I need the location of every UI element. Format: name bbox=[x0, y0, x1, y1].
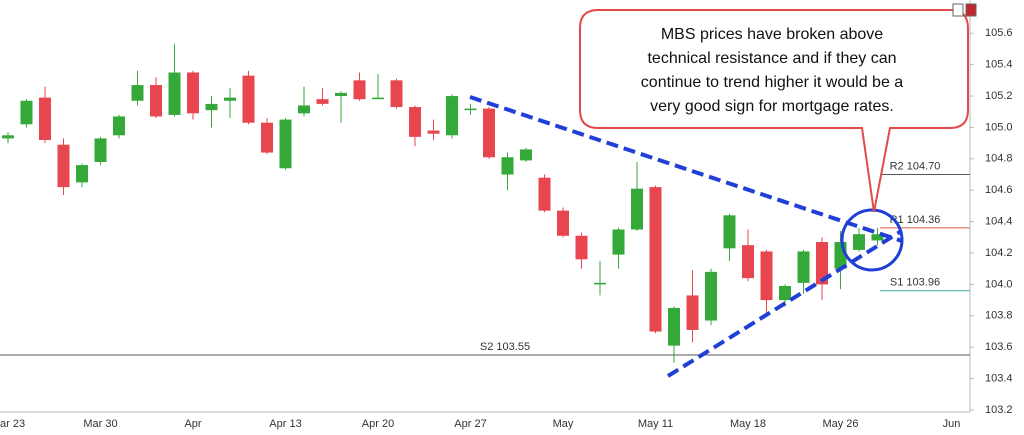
candle-body bbox=[742, 245, 754, 279]
candle-body bbox=[723, 215, 736, 249]
x-tick-label: May bbox=[553, 418, 574, 430]
candle-body bbox=[335, 92, 347, 97]
x-tick-label: May 26 bbox=[822, 418, 858, 430]
candle-body bbox=[797, 251, 810, 283]
y-tick-label: 103.4 bbox=[985, 373, 1013, 385]
candle-body bbox=[446, 96, 458, 136]
candle-body bbox=[705, 271, 717, 321]
candle-body bbox=[39, 97, 51, 140]
pencil-icon[interactable] bbox=[952, 3, 964, 17]
toolbar-icons[interactable] bbox=[952, 3, 977, 17]
candle-body bbox=[483, 108, 495, 158]
y-tick-label: 103.6 bbox=[985, 341, 1013, 353]
candle-body bbox=[779, 285, 791, 301]
candle-body bbox=[594, 282, 606, 285]
candle-body bbox=[409, 107, 421, 137]
candle-body bbox=[131, 85, 144, 101]
trend-line bbox=[666, 230, 902, 378]
level-label: R2 104.70 bbox=[890, 160, 941, 172]
y-tick-label: 103.2 bbox=[985, 404, 1013, 416]
x-tick-label: Mar 23 bbox=[0, 418, 25, 430]
callout-bubble bbox=[579, 9, 969, 213]
x-tick-label: May 11 bbox=[638, 418, 673, 430]
candle-body bbox=[871, 234, 884, 241]
y-tick-label: 104.0 bbox=[985, 278, 1013, 290]
candle-body bbox=[520, 149, 532, 161]
level-label: S2 103.55 bbox=[480, 341, 530, 353]
candle-body bbox=[501, 157, 514, 175]
candle-body bbox=[76, 165, 88, 183]
candle-body bbox=[390, 80, 403, 108]
candle-body bbox=[261, 122, 273, 153]
y-tick-label: 104.2 bbox=[985, 247, 1013, 259]
x-tick-label: Mar 30 bbox=[83, 418, 117, 430]
candle-body bbox=[242, 75, 255, 123]
candle-body bbox=[575, 235, 588, 260]
candle-body bbox=[168, 72, 181, 115]
candle-body bbox=[686, 295, 699, 330]
trend-line bbox=[469, 95, 903, 243]
x-tick-label: Apr 13 bbox=[269, 418, 301, 430]
candle-body bbox=[668, 307, 680, 346]
x-tick-label: Apr 20 bbox=[362, 418, 394, 430]
level-label: R1 104.36 bbox=[890, 214, 941, 226]
callout-text: technical resistance and if they can bbox=[647, 50, 896, 67]
y-tick-label: 104.4 bbox=[985, 216, 1013, 228]
candle-body bbox=[538, 177, 551, 211]
candle-body bbox=[57, 144, 70, 188]
candle-body bbox=[816, 242, 828, 285]
y-tick-label: 105.6 bbox=[985, 27, 1013, 39]
x-tick-label: Jun bbox=[943, 418, 961, 430]
candle-body bbox=[649, 187, 662, 332]
candle-body bbox=[94, 138, 107, 162]
callout-text: very good sign for mortgage rates. bbox=[650, 98, 894, 115]
candle-body bbox=[224, 97, 236, 101]
candle-body bbox=[372, 97, 384, 100]
x-tick-label: May 18 bbox=[730, 418, 766, 430]
y-tick-label: 105.2 bbox=[985, 90, 1013, 102]
y-tick-label: 104.8 bbox=[985, 153, 1013, 165]
candle-body bbox=[631, 188, 643, 230]
y-tick-label: 103.8 bbox=[985, 310, 1013, 322]
callout-text: continue to trend higher it would be a bbox=[641, 74, 904, 91]
highlight-circle bbox=[840, 208, 904, 272]
candle-body bbox=[316, 99, 329, 104]
y-tick-label: 105.4 bbox=[985, 59, 1013, 71]
callout-text: MBS prices have broken above bbox=[661, 26, 883, 43]
candle-body bbox=[150, 85, 162, 117]
x-tick-label: Apr bbox=[184, 418, 201, 430]
x-tick-label: Apr 27 bbox=[454, 418, 486, 430]
candle-body bbox=[760, 251, 773, 301]
y-tick-label: 104.6 bbox=[985, 184, 1013, 196]
candle-body bbox=[113, 116, 125, 136]
candle-body bbox=[557, 210, 569, 236]
candle-body bbox=[353, 80, 366, 100]
candle-body bbox=[279, 119, 292, 169]
candle-body bbox=[853, 234, 865, 250]
candle-body bbox=[427, 130, 440, 134]
candle-body bbox=[187, 72, 199, 114]
candle-body bbox=[464, 108, 477, 111]
y-tick-label: 105.0 bbox=[985, 121, 1013, 133]
candle-body bbox=[2, 135, 14, 139]
candle-body bbox=[20, 100, 33, 125]
candle-body bbox=[205, 103, 218, 111]
candle-body bbox=[612, 229, 625, 255]
candle-body bbox=[298, 105, 310, 114]
level-label: S1 103.96 bbox=[890, 277, 940, 289]
eraser-icon[interactable] bbox=[965, 3, 977, 17]
